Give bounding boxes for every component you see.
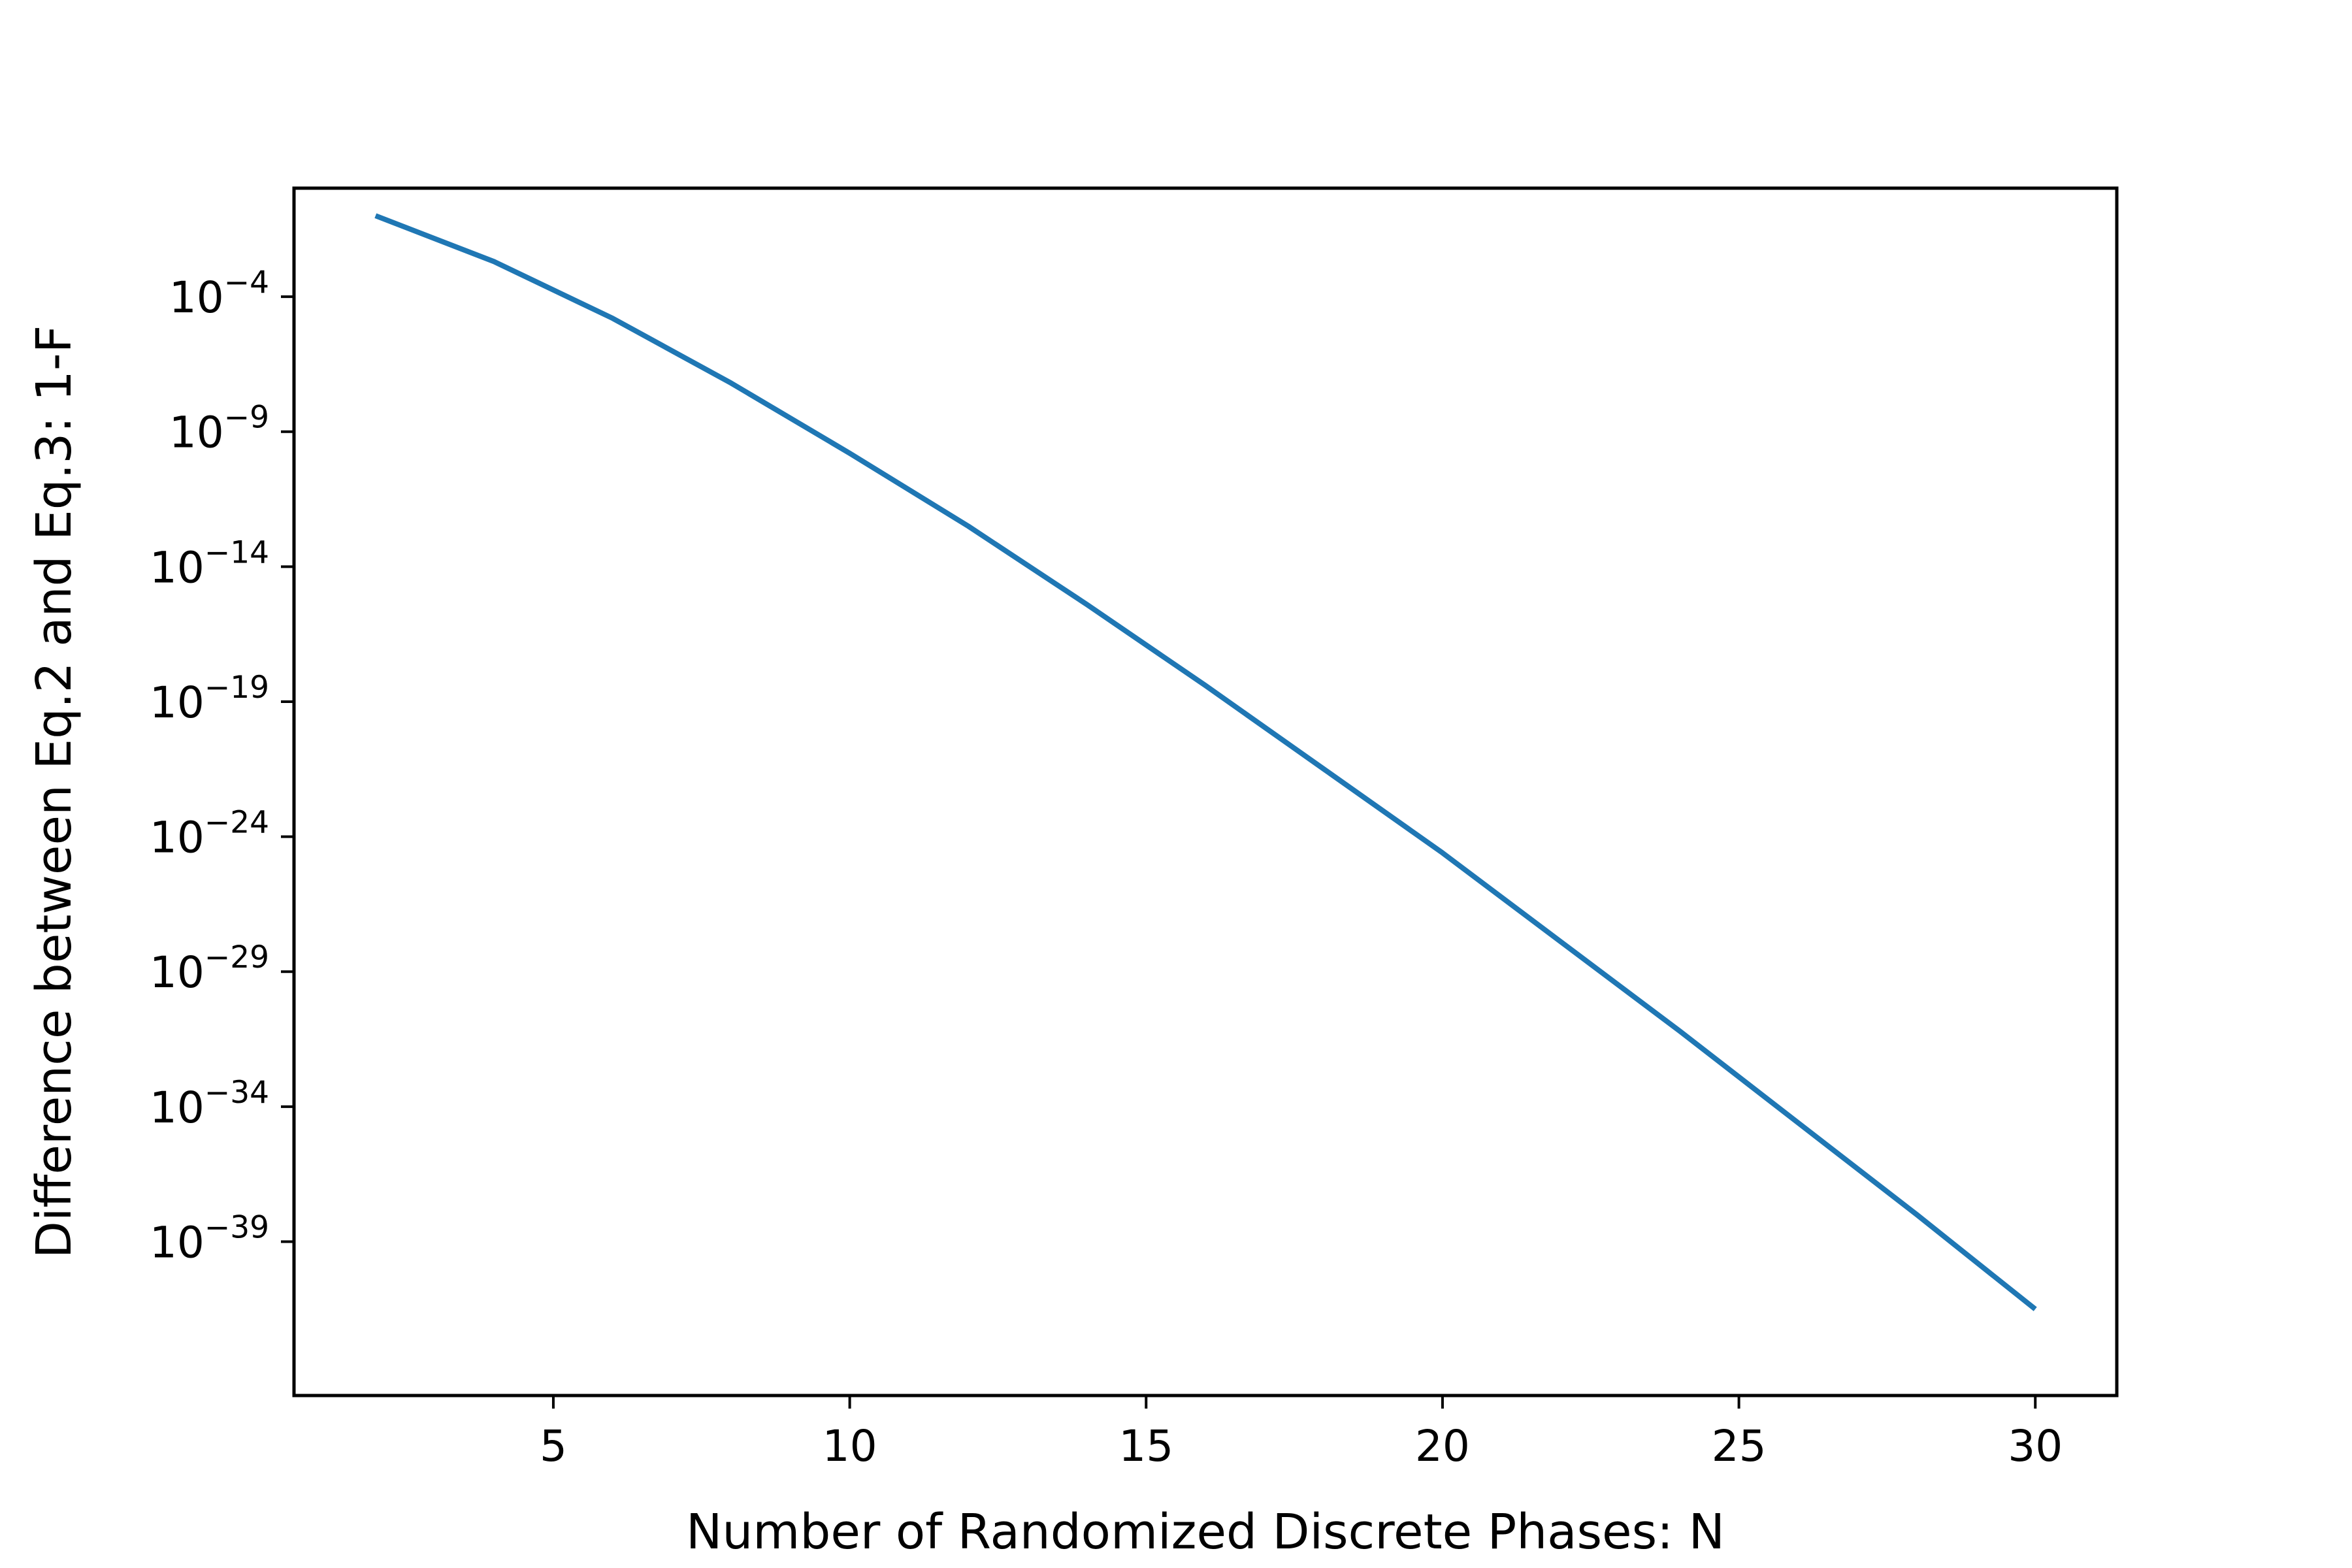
x-tick-label: 5 bbox=[540, 1421, 567, 1471]
y-tick-label: 10−24 bbox=[150, 805, 269, 863]
y-axis: 10−4 10−9 10−14 10−19 10−24 10−29 10−34 10−39 bbox=[150, 265, 294, 1267]
x-tick-label: 30 bbox=[2008, 1421, 2063, 1471]
y-tick-label: 10−14 bbox=[150, 534, 269, 593]
x-tick-label: 20 bbox=[1415, 1421, 1470, 1471]
y-tick-label: 10−34 bbox=[150, 1075, 269, 1133]
x-tick-label: 25 bbox=[1712, 1421, 1767, 1471]
series-layer bbox=[374, 213, 2037, 1311]
x-tick-label: 15 bbox=[1119, 1421, 1173, 1471]
y-tick-label: 10−29 bbox=[150, 939, 269, 998]
y-tick-label: 10−39 bbox=[150, 1209, 269, 1267]
x-axis: 5 10 15 20 25 30 bbox=[540, 1396, 2063, 1471]
y-tick-label: 10−19 bbox=[150, 670, 269, 728]
x-axis-label: Number of Randomized Discrete Phases: N bbox=[686, 1504, 1725, 1560]
y-axis-label: Difference between Eq.2 and Eq.3: 1-F bbox=[26, 325, 82, 1258]
y-tick-label: 10−9 bbox=[169, 400, 269, 458]
plot-area-frame bbox=[292, 186, 2119, 1397]
x-tick-label: 10 bbox=[823, 1421, 877, 1471]
series-line-0 bbox=[374, 213, 2037, 1311]
y-tick-label: 10−4 bbox=[169, 265, 269, 323]
